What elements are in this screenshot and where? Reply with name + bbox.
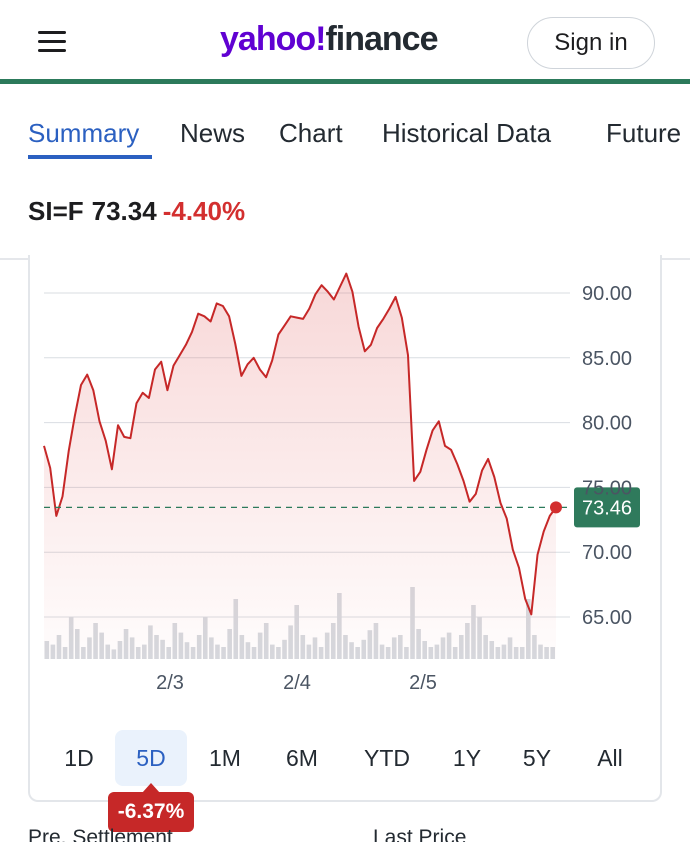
current-price-tag <box>574 487 640 528</box>
logo-yahoo: yahoo! <box>220 20 326 58</box>
tab-bar: Summary News Chart Historical Data Futur… <box>0 84 690 170</box>
logo-finance: finance <box>325 20 438 58</box>
quote-header: SI=F 73.34 -4.40% <box>28 196 245 227</box>
tab-futures[interactable]: Future <box>606 118 682 148</box>
x-tick-label: 2/5 <box>409 672 437 694</box>
tab-summary[interactable]: Summary <box>28 118 140 148</box>
period-change-badge: -6.37% <box>108 783 194 832</box>
price-chart[interactable]: 73.46 90.00 85.00 80.00 75.00 70.00 65.00 2/3… <box>0 262 690 702</box>
header-divider <box>0 79 690 84</box>
last-price-label: Last Price <box>373 826 467 842</box>
price-line <box>43 272 557 616</box>
last-price: 73.34 <box>91 196 157 226</box>
active-tab-indicator <box>28 155 152 159</box>
y-tick-label: 85.00 <box>582 348 632 370</box>
current-price-tag-label: 73.46 <box>582 497 632 519</box>
range-selector: 1D 5D 1M 6M YTD 1Y 5Y All <box>40 730 650 788</box>
yahoo-finance-logo[interactable]: yahoo!finance <box>220 20 439 59</box>
tab-news[interactable]: News <box>180 118 246 148</box>
range-1m[interactable]: 1M <box>209 745 241 771</box>
y-tick-label: 80.00 <box>582 413 632 435</box>
range-5d[interactable]: 5D <box>115 730 187 786</box>
price-area <box>44 273 556 659</box>
last-price-dot <box>550 501 562 514</box>
top-bar: yahoo!finance Sign in <box>0 0 690 80</box>
range-ytd[interactable]: YTD <box>364 745 410 771</box>
range-all[interactable]: All <box>597 745 623 771</box>
tab-chart[interactable]: Chart <box>279 118 343 148</box>
x-tick-label: 2/3 <box>156 672 184 694</box>
y-tick-label: 70.00 <box>582 542 632 564</box>
y-tick-label: 90.00 <box>582 283 632 305</box>
y-tick-label: 65.00 <box>582 607 632 629</box>
range-1y[interactable]: 1Y <box>452 745 482 771</box>
x-tick-label: 2/4 <box>283 672 311 694</box>
tab-historical-data[interactable]: Historical Data <box>382 118 552 148</box>
range-6m[interactable]: 6M <box>286 745 318 771</box>
pre-settlement-label: Pre. Settlement <box>28 826 173 842</box>
percent-change: -4.40% <box>162 196 246 226</box>
range-5y[interactable]: 5Y <box>522 745 552 771</box>
y-tick-label: 75.00 <box>582 477 632 499</box>
menu-icon[interactable] <box>36 28 68 56</box>
sign-in-button[interactable]: Sign in <box>527 17 655 69</box>
range-1d[interactable]: 1D <box>64 745 94 771</box>
ticker-symbol: SI=F <box>28 196 84 226</box>
